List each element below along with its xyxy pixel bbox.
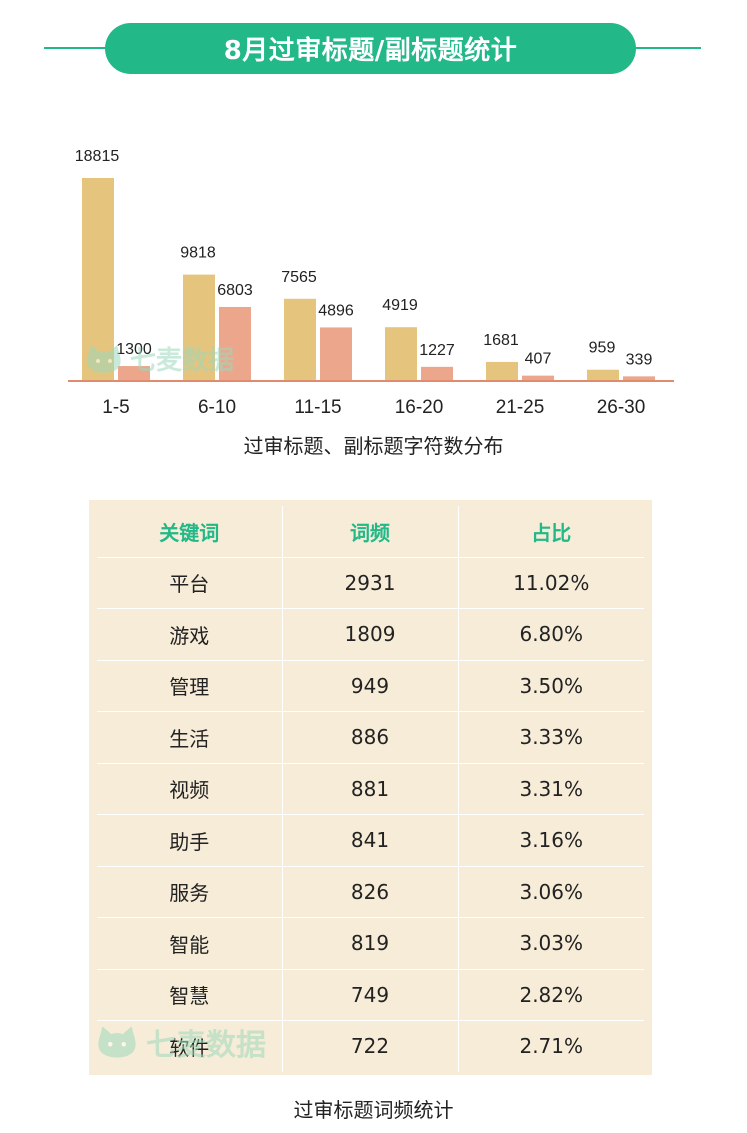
share-cell: 2.82% [457,969,644,1021]
table-row: 平台 2931 11.02% [97,557,644,609]
bar-series-2-21-25 [522,375,554,380]
table-title: 过审标题词频统计 [293,1098,454,1122]
table-header-row: 关键词 词频 占比 [97,506,644,558]
x-tick-label: 11-15 [294,397,341,418]
frequency-cell: 819 [281,917,458,970]
data-label-series-1-26-30: 959 [589,340,616,357]
column-header-frequency: 词频 [281,506,458,558]
data-label-series-1-1-5: 18815 [75,148,120,165]
share-cell: 3.31% [457,763,644,815]
share-cell: 3.33% [457,711,644,764]
chart-title: 过审标题、副标题字符数分布 [243,434,504,458]
data-label-series-1-21-25: 1681 [483,332,519,349]
keyword-cell: 软件 [169,1035,210,1060]
share-cell: 2.71% [457,1020,644,1072]
header-rule-left [44,47,114,49]
share-cell: 3.03% [457,917,644,970]
table-row: 游戏 1809 6.80% [97,608,644,661]
keyword-cell: 智能 [97,917,282,970]
table-row: 生活 886 3.33% [97,711,644,764]
bar-series-1-11-15 [284,298,316,380]
data-label-series-1-11-15: 7565 [281,269,317,286]
page-title: 8月过审标题/副标题统计 [105,23,636,74]
table-row: 智慧 749 2.82% [97,969,644,1021]
column-header-keyword: 关键词 [97,506,282,558]
keyword-cell: 管理 [97,660,282,712]
keyword-cell: 智慧 [97,969,282,1021]
header-rule-right [633,47,701,49]
bar-series-1-16-20 [385,327,417,380]
share-cell: 6.80% [457,608,644,661]
frequency-cell: 881 [281,763,458,815]
frequency-cell: 2931 [281,557,458,609]
data-label-series-2-11-15: 4896 [318,302,354,319]
x-tick-label: 1-5 [102,397,129,418]
bar-series-2-11-15 [320,327,352,380]
data-label-series-2-1-5: 1300 [116,341,152,358]
table-row: 管理 949 3.50% [97,660,644,712]
table-row: 助手 841 3.16% [97,814,644,867]
bar-series-1-1-5 [82,178,114,380]
frequency-cell: 826 [281,866,458,918]
bar-series-1-21-25 [486,361,518,380]
frequency-cell: 949 [281,660,458,712]
bar-series-2-1-5 [118,366,150,380]
share-cell: 3.50% [457,660,644,712]
data-label-series-2-6-10: 6803 [217,282,253,299]
x-tick-label: 26-30 [597,397,646,418]
data-label-series-2-16-20: 1227 [419,342,455,359]
keyword-cell: 助手 [97,814,282,867]
frequency-cell: 722 [281,1020,458,1072]
bar-series-1-26-30 [587,369,619,380]
keyword-cell: 平台 [97,557,282,609]
data-label-series-2-21-25: 407 [525,351,552,368]
frequency-cell: 1809 [281,608,458,661]
data-label-series-2-26-30: 339 [626,351,653,368]
table-row: 视频 881 3.31% [97,763,644,815]
keyword-cell: 生活 [97,711,282,764]
bar-series-2-26-30 [623,376,655,380]
column-header-share: 占比 [457,506,644,558]
x-tick-label: 16-20 [395,397,444,418]
bar-series-1-6-10 [183,274,215,380]
bar-series-2-16-20 [421,366,453,380]
bar-series-2-6-10 [219,306,251,380]
frequency-cell: 749 [281,969,458,1021]
data-label-series-1-16-20: 4919 [382,297,418,314]
frequency-cell: 841 [281,814,458,867]
table-row: 智能 819 3.03% [97,917,644,970]
frequency-cell: 886 [281,711,458,764]
x-tick-label: 6-10 [198,397,236,418]
share-cell: 3.06% [457,866,644,918]
share-cell: 3.16% [457,814,644,867]
data-label-series-1-6-10: 9818 [180,245,216,262]
table-row: 软件 722 2.71% [97,1020,644,1072]
share-cell: 11.02% [457,557,644,609]
keyword-table-panel: 关键词 词频 占比 平台 2931 11.02% 游戏 1809 6.80% 管… [89,500,652,1075]
table-row: 服务 826 3.06% [97,866,644,918]
keyword-cell: 服务 [97,866,282,918]
keyword-cell: 视频 [97,763,282,815]
keyword-frequency-table: 关键词 词频 占比 平台 2931 11.02% 游戏 1809 6.80% 管… [97,506,644,1072]
keyword-cell: 游戏 [97,608,282,661]
x-tick-label: 21-25 [496,397,545,418]
